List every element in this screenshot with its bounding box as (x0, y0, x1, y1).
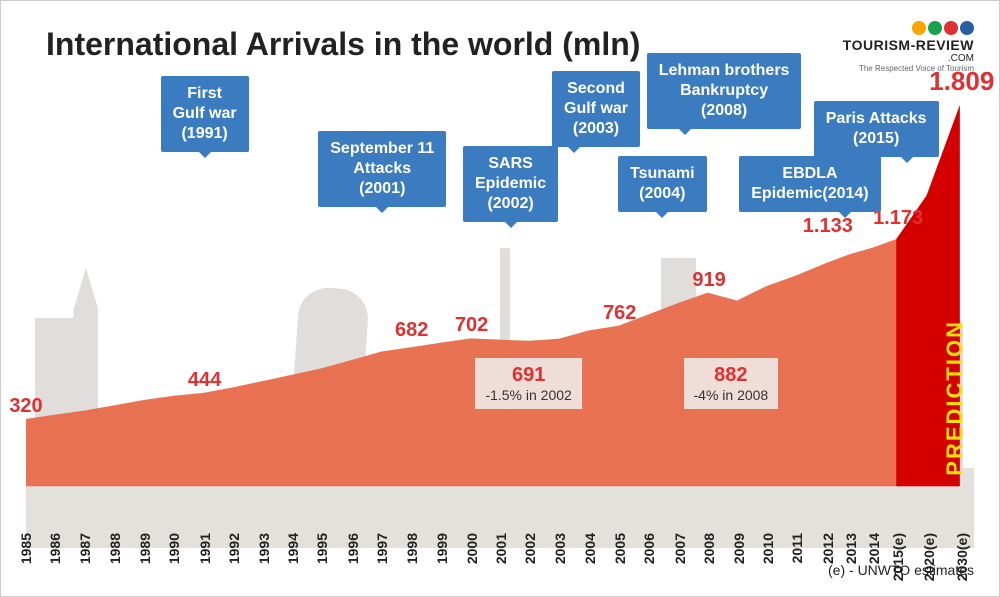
dip-annotation: 691-1.5% in 2002 (475, 358, 581, 409)
x-tick-label: 2000 (464, 533, 480, 564)
x-tick-label: 1998 (404, 533, 420, 564)
x-tick-label: 1992 (226, 533, 242, 564)
logo-dots (843, 21, 974, 35)
footnote: (e) - UNWTO estimates (828, 562, 974, 578)
x-tick-label: 2013 (843, 533, 859, 564)
value-label: 1.809 (929, 66, 994, 97)
prediction-label: PREDICTION (942, 320, 968, 476)
event-callout: SARSEpidemic(2002) (463, 146, 558, 222)
x-tick-label: 2003 (552, 533, 568, 564)
value-label: 444 (188, 369, 221, 392)
x-tick-label: 1993 (256, 533, 272, 564)
infographic-container: International Arrivals in the world (mln… (0, 0, 1000, 597)
x-tick-label: 1991 (197, 533, 213, 564)
x-tick-label: 2002 (522, 533, 538, 564)
value-label: 762 (603, 302, 636, 325)
value-label: 682 (395, 319, 428, 342)
x-tick-label: 2011 (789, 533, 805, 563)
x-tick-label: 1990 (166, 533, 182, 564)
event-callout: September 11Attacks(2001) (318, 131, 446, 207)
x-tick-label: 1989 (137, 533, 153, 564)
logo-brand-1: TOURISM-REVIEW (843, 37, 974, 53)
event-callout: EBDLAEpidemic(2014) (739, 156, 880, 212)
x-tick-label: 1999 (434, 533, 450, 564)
logo-block: TOURISM-REVIEW .COM The Respected Voice … (843, 21, 974, 73)
x-tick-label: 2006 (641, 533, 657, 564)
x-tick-label: 2008 (701, 533, 717, 564)
event-callout: Tsunami(2004) (618, 156, 707, 212)
x-tick-label: 2012 (820, 533, 836, 564)
x-tick-label: 1995 (314, 533, 330, 564)
event-callout: SecondGulf war(2003) (552, 71, 640, 147)
event-callout: Lehman brothersBankruptcy(2008) (647, 53, 802, 129)
x-tick-label: 1997 (374, 533, 390, 564)
x-tick-label: 2010 (760, 533, 776, 564)
x-tick-label: 1994 (285, 533, 301, 564)
x-tick-label: 1987 (77, 533, 93, 564)
chart-title: International Arrivals in the world (mln… (46, 26, 640, 63)
x-tick-label: 1996 (345, 533, 361, 564)
x-tick-label: 2004 (582, 533, 598, 564)
value-label: 919 (692, 269, 725, 292)
x-tick-label: 2007 (672, 533, 688, 564)
x-tick-label: 1986 (47, 533, 63, 564)
value-label: 320 (9, 395, 42, 418)
x-tick-label: 2001 (493, 533, 509, 564)
x-tick-label: 1988 (107, 533, 123, 564)
dip-annotation: 882-4% in 2008 (684, 358, 779, 409)
x-tick-label: 2005 (612, 533, 628, 564)
x-tick-label: 2009 (731, 533, 747, 564)
logo-brand-2: .COM (843, 53, 974, 64)
x-tick-label: 2014 (866, 533, 882, 564)
value-label: 702 (455, 314, 488, 337)
x-tick-label: 1985 (18, 533, 34, 564)
event-callout: FirstGulf war(1991) (161, 76, 249, 152)
event-callout: Paris Attacks(2015) (814, 101, 939, 157)
x-axis: 1985198619871988198919901991199219931994… (26, 481, 974, 541)
